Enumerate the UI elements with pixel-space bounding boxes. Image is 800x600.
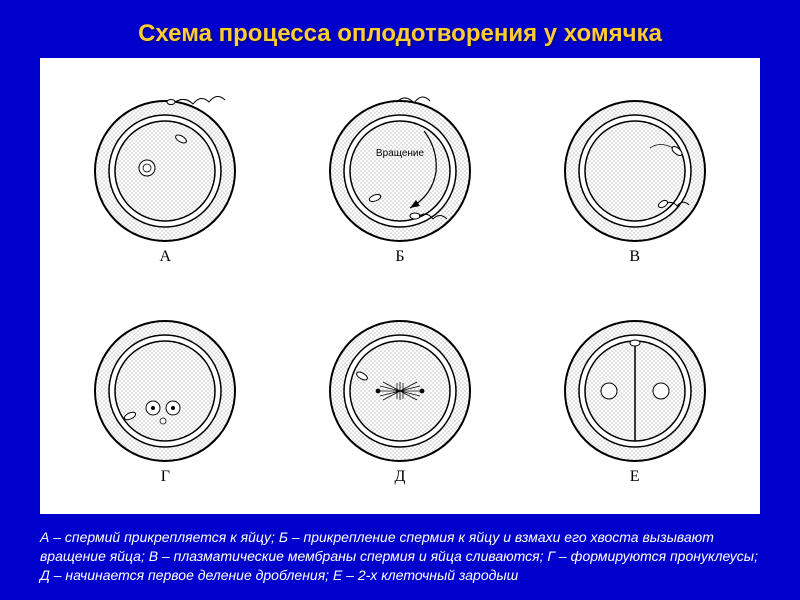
panel-g: Г [52,290,279,502]
panel-v: В [521,70,748,282]
caption-text: А – спермий прикрепляется к яйцу; Б – пр… [40,528,760,585]
panel-a: А [52,70,279,282]
panel-e: Е [521,290,748,502]
panel-label-d: Д [395,468,406,486]
fertilization-diagram: А Вращение [40,58,760,514]
rotation-label: Вращение [376,148,425,159]
panel-label-a: А [160,248,172,266]
cell-g-icon [85,306,245,466]
panel-d: Д [287,290,514,502]
panel-b: Вращение Б [287,70,514,282]
panel-label-b: Б [395,248,404,266]
panel-label-e: Е [630,468,640,486]
slide-title: Схема процесса оплодотворения у хомячка [40,20,760,48]
cell-a-icon [85,86,245,246]
cell-d-icon [320,306,480,466]
panel-label-g: Г [161,468,170,486]
cell-b-icon: Вращение [320,86,480,246]
cell-v-icon [555,86,715,246]
panel-label-v: В [629,248,640,266]
slide: Схема процесса оплодотворения у хомячка [0,0,800,600]
cell-e-icon [555,306,715,466]
